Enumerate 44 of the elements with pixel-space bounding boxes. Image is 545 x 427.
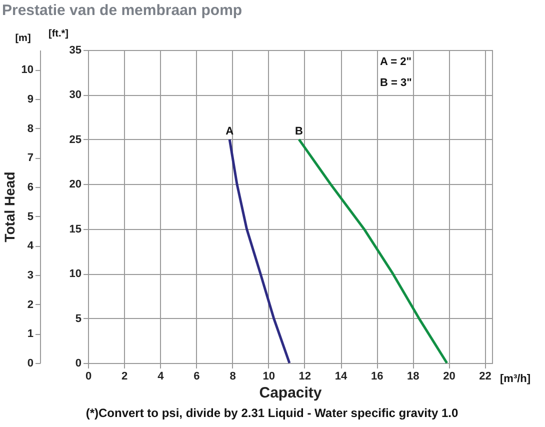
x-tick-label: 0: [85, 370, 92, 382]
y-tick-label: 5: [75, 312, 82, 325]
x-tick-label: 8: [230, 370, 236, 382]
y-tick-label: 15: [69, 223, 82, 236]
series-label: B: [295, 125, 304, 138]
y-tick-label: 20: [69, 178, 82, 191]
y-axis-title: [ft.*]: [48, 28, 68, 40]
text: [m]: [15, 33, 31, 44]
x-axis-title: Capacity: [259, 384, 322, 402]
annotation: B = 3": [380, 77, 412, 89]
y2-tick-label: 10: [21, 64, 34, 76]
line-series: [228, 138, 291, 364]
y2-axis-title: Total Head: [1, 172, 18, 242]
y2-tick-label: 7: [27, 152, 34, 164]
y2-tick-label: 4: [27, 240, 34, 252]
x-tick-label: 20: [443, 370, 456, 382]
text: [m³/h]: [500, 373, 531, 385]
y-tick-label: 25: [69, 134, 82, 146]
x-tick-label: 2: [122, 370, 128, 382]
y2-tick-label: 3: [27, 269, 34, 282]
y-tick-label: 30: [69, 89, 82, 102]
y2-tick-label: 6: [27, 181, 34, 194]
x-tick-label: 6: [194, 370, 200, 382]
y-tick-label: 10: [69, 268, 82, 280]
x-tick-label: 14: [334, 370, 348, 382]
annotation: A = 2": [380, 56, 412, 68]
y2-tick-label: 9: [27, 93, 34, 106]
y-tick-label: 0: [75, 358, 82, 370]
y2-tick-label: 8: [27, 122, 34, 135]
x-tick-label: 18: [407, 370, 420, 382]
y-tick-label: 35: [69, 44, 82, 56]
line-series: [298, 138, 448, 364]
series-label: A: [226, 125, 234, 138]
y2-tick-label: 5: [27, 210, 34, 223]
chart-title: Prestatie van de membraan pomp: [2, 2, 242, 19]
x-tick-label: 4: [158, 370, 165, 382]
y2-tick-label: 1: [27, 328, 34, 340]
y2-tick-label: 0: [27, 358, 34, 370]
x-tick-label: 22: [479, 370, 492, 382]
x-tick-label: 12: [298, 370, 312, 382]
y2-tick-label: 2: [27, 298, 34, 311]
x-tick-label: 10: [262, 370, 275, 382]
x-tick-label: 16: [370, 370, 384, 382]
text: (*)Convert to psi, divide by 2.31 Liquid - Water specific gravity 1.0: [86, 406, 458, 420]
